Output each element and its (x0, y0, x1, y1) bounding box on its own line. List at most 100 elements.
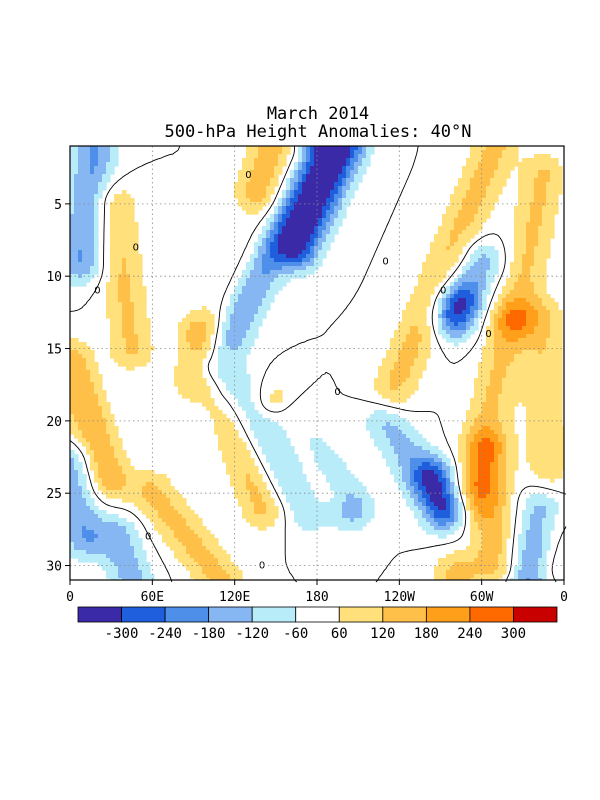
anomaly-cell (482, 358, 487, 363)
anomaly-cell (514, 314, 519, 319)
anomaly-cell (278, 454, 283, 459)
anomaly-cell (466, 334, 471, 339)
anomaly-cell (222, 326, 227, 331)
anomaly-cell (106, 154, 111, 159)
anomaly-cell (146, 354, 151, 359)
anomaly-cell (458, 318, 463, 323)
anomaly-cell (310, 266, 315, 271)
anomaly-cell (122, 202, 127, 207)
anomaly-cell (466, 454, 471, 459)
anomaly-cell (482, 482, 487, 487)
anomaly-cell (258, 254, 263, 259)
anomaly-cell (82, 442, 87, 447)
anomaly-cell (78, 190, 83, 195)
anomaly-cell (290, 226, 295, 231)
anomaly-cell (478, 162, 483, 167)
anomaly-cell (514, 358, 519, 363)
anomaly-cell (318, 218, 323, 223)
anomaly-cell (286, 478, 291, 483)
anomaly-cell (130, 242, 135, 247)
anomaly-cell (114, 462, 119, 467)
anomaly-cell (110, 290, 115, 295)
anomaly-cell (318, 222, 323, 227)
anomaly-cell (334, 482, 339, 487)
anomaly-cell (250, 158, 255, 163)
anomaly-cell (290, 190, 295, 195)
anomaly-cell (102, 470, 107, 475)
anomaly-cell (538, 406, 543, 411)
anomaly-cell (550, 166, 555, 171)
anomaly-cell (434, 274, 439, 279)
anomaly-cell (530, 382, 535, 387)
anomaly-cell (490, 386, 495, 391)
anomaly-cell (550, 466, 555, 471)
anomaly-cell (470, 166, 475, 171)
anomaly-cell (414, 458, 419, 463)
anomaly-cell (542, 386, 547, 391)
anomaly-cell (350, 182, 355, 187)
anomaly-cell (474, 230, 479, 235)
anomaly-cell (186, 358, 191, 363)
anomaly-cell (546, 242, 551, 247)
anomaly-cell (474, 450, 479, 455)
anomaly-cell (558, 334, 563, 339)
anomaly-cell (246, 398, 251, 403)
anomaly-cell (458, 250, 463, 255)
anomaly-cell (490, 278, 495, 283)
anomaly-cell (526, 238, 531, 243)
anomaly-cell (94, 150, 99, 155)
anomaly-cell (254, 210, 259, 215)
anomaly-cell (558, 326, 563, 331)
anomaly-cell (474, 222, 479, 227)
anomaly-cell (446, 458, 451, 463)
anomaly-cell (482, 210, 487, 215)
anomaly-cell (506, 358, 511, 363)
anomaly-cell (442, 242, 447, 247)
anomaly-cell (74, 198, 79, 203)
anomaly-cell (534, 334, 539, 339)
anomaly-cell (542, 258, 547, 263)
anomaly-cell (410, 358, 415, 363)
anomaly-cell (114, 438, 119, 443)
anomaly-cell (342, 166, 347, 171)
anomaly-cell (326, 454, 331, 459)
anomaly-cell (242, 478, 247, 483)
anomaly-cell (354, 482, 359, 487)
anomaly-cell (418, 478, 423, 483)
anomaly-cell (234, 482, 239, 487)
anomaly-cell (470, 202, 475, 207)
anomaly-cell (238, 298, 243, 303)
anomaly-cell (250, 406, 255, 411)
anomaly-cell (242, 354, 247, 359)
anomaly-cell (82, 258, 87, 263)
anomaly-cell (510, 306, 515, 311)
anomaly-cell (502, 174, 507, 179)
anomaly-cell (550, 378, 555, 383)
anomaly-cell (74, 226, 79, 231)
anomaly-cell (382, 414, 387, 419)
anomaly-cell (198, 354, 203, 359)
anomaly-cell (494, 398, 499, 403)
anomaly-cell (222, 422, 227, 427)
anomaly-cell (382, 370, 387, 375)
anomaly-cell (394, 362, 399, 367)
anomaly-cell (542, 214, 547, 219)
anomaly-cell (474, 270, 479, 275)
anomaly-cell (558, 442, 563, 447)
anomaly-cell (126, 478, 131, 483)
anomaly-cell (310, 222, 315, 227)
anomaly-cell (94, 370, 99, 375)
anomaly-cell (266, 166, 271, 171)
anomaly-cell (538, 418, 543, 423)
anomaly-cell (278, 202, 283, 207)
anomaly-cell (294, 190, 299, 195)
anomaly-cell (130, 286, 135, 291)
anomaly-cell (290, 270, 295, 275)
anomaly-cell (518, 218, 523, 223)
anomaly-cell (314, 194, 319, 199)
anomaly-cell (242, 298, 247, 303)
anomaly-cell (278, 450, 283, 455)
anomaly-cell (482, 166, 487, 171)
anomaly-cell (410, 354, 415, 359)
anomaly-cell (90, 242, 95, 247)
